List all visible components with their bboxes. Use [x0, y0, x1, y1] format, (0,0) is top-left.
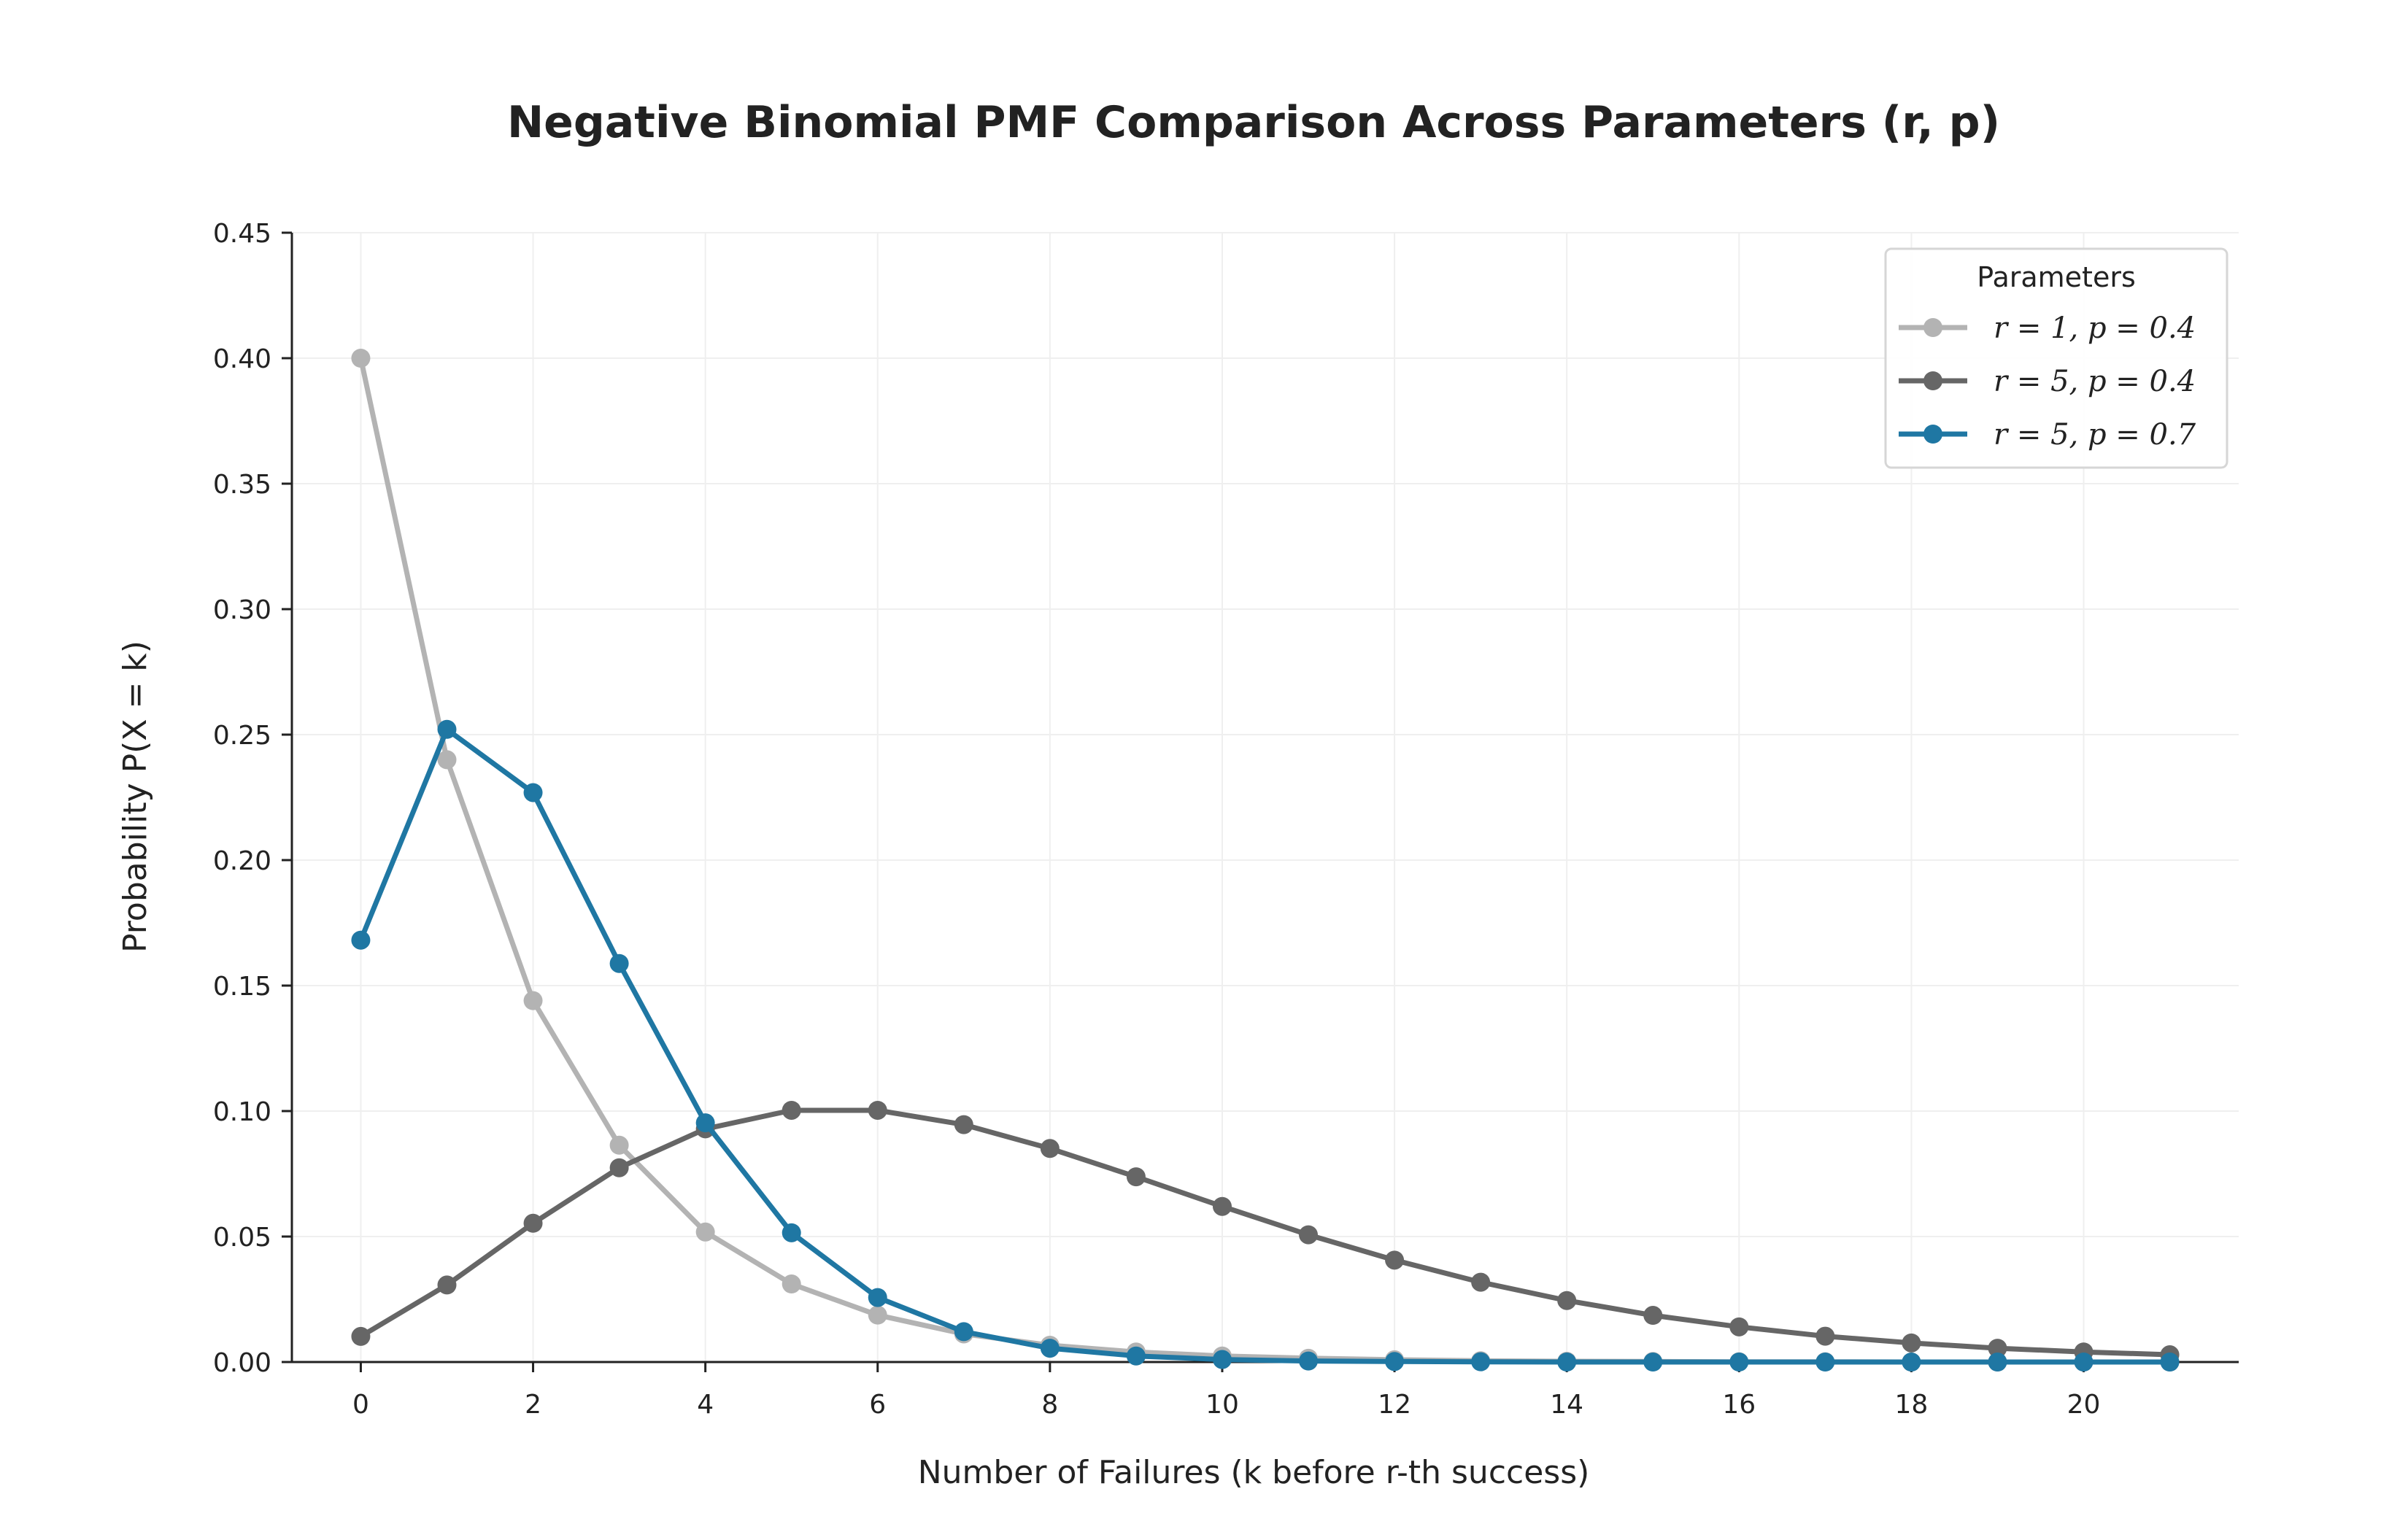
data-point: [437, 1275, 457, 1295]
data-point: [1126, 1346, 1146, 1366]
data-point: [523, 783, 543, 802]
series-3: [351, 719, 2180, 1372]
data-point: [523, 1213, 543, 1233]
x-tick-label: 4: [697, 1390, 714, 1420]
data-point: [1299, 1225, 1319, 1245]
data-point: [1385, 1352, 1405, 1372]
data-point: [437, 719, 457, 739]
y-tick-label: 0.10: [213, 1097, 271, 1127]
y-axis-label: Probability P(X = k): [117, 641, 154, 953]
data-point: [2074, 1353, 2094, 1372]
y-tick-label: 0.35: [213, 470, 271, 500]
series-line: [359, 1107, 2170, 1358]
x-tick-label: 0: [352, 1390, 369, 1420]
legend-swatch-marker: [1923, 371, 1942, 390]
legend-title: Parameters: [1977, 261, 2136, 293]
series-2: [351, 1100, 2180, 1365]
y-tick-label: 0.25: [213, 721, 271, 751]
x-tick-label: 10: [1205, 1390, 1239, 1420]
y-tick-label: 0.30: [213, 595, 271, 625]
data-point: [868, 1100, 887, 1120]
data-point: [1729, 1353, 1749, 1372]
legend-swatch-marker: [1923, 318, 1942, 337]
data-point: [351, 1326, 371, 1346]
data-point: [782, 1274, 801, 1294]
legend-label: r = 5, p = 0.4: [1994, 365, 2196, 398]
data-point: [868, 1288, 887, 1307]
y-tick-label: 0.15: [213, 972, 271, 1002]
y-tick-label: 0.40: [213, 344, 271, 374]
data-point: [1643, 1353, 1663, 1372]
legend-label: r = 1, p = 0.4: [1994, 312, 2196, 345]
legend-label: r = 5, p = 0.7: [1994, 418, 2196, 452]
x-tick-label: 16: [1722, 1390, 1756, 1420]
data-point: [1902, 1333, 1921, 1353]
data-point: [1126, 1167, 1146, 1187]
data-point: [351, 349, 371, 368]
x-tick-label: 14: [1550, 1390, 1583, 1420]
data-point: [609, 1135, 629, 1155]
data-point: [2160, 1353, 2180, 1372]
x-tick-label: 6: [869, 1390, 886, 1420]
x-tick-label: 18: [1894, 1390, 1928, 1420]
legend-box: [1884, 247, 2228, 469]
chart-title-text: Negative Binomial PMF Comparison Across …: [507, 97, 2000, 148]
data-point: [1988, 1353, 2007, 1372]
data-point: [1299, 1351, 1319, 1371]
x-tick-label: 8: [1041, 1390, 1058, 1420]
data-point: [1902, 1353, 1921, 1372]
legend-swatch-marker: [1923, 425, 1942, 444]
data-point: [1643, 1306, 1663, 1326]
data-point: [1815, 1326, 1835, 1346]
x-tick-label: 12: [1378, 1390, 1411, 1420]
x-axis-label: Number of Failures (k before r-th succes…: [918, 1454, 1590, 1491]
data-point: [351, 930, 371, 950]
chart-title: Negative Binomial PMF Comparison Across …: [507, 97, 2000, 148]
data-point: [782, 1100, 801, 1120]
y-tick-label: 0.00: [213, 1348, 271, 1378]
data-point: [609, 953, 629, 973]
data-point: [1988, 1339, 2007, 1358]
data-point: [1040, 1139, 1060, 1158]
data-point: [609, 1158, 629, 1177]
data-point: [868, 1305, 887, 1325]
data-point: [954, 1322, 973, 1342]
data-point: [1471, 1272, 1491, 1292]
data-point: [1557, 1291, 1577, 1310]
data-point: [523, 991, 543, 1010]
data-point: [1040, 1339, 1060, 1358]
data-point: [954, 1115, 973, 1134]
x-tick-label: 20: [2067, 1390, 2101, 1420]
y-tick-label: 0.20: [213, 846, 271, 876]
data-point: [1212, 1196, 1232, 1216]
y-tick-label: 0.45: [213, 219, 271, 249]
y-tick-label: 0.05: [213, 1223, 271, 1253]
data-point: [1729, 1317, 1749, 1336]
data-point: [1471, 1352, 1491, 1372]
x-tick-label: 2: [525, 1390, 541, 1420]
data-point: [1557, 1353, 1577, 1372]
data-point: [437, 750, 457, 770]
data-point: [1212, 1350, 1232, 1369]
legend: Parameters r = 1, p = 0.4 r = 5, p = 0.4 r …: [1884, 247, 2228, 469]
data-point: [782, 1223, 801, 1242]
data-point: [1385, 1250, 1405, 1270]
data-point: [1815, 1353, 1835, 1372]
series-line: [358, 727, 2170, 1365]
data-point: [695, 1113, 715, 1133]
series-layer: [351, 349, 2180, 1372]
data-point: [695, 1222, 715, 1242]
